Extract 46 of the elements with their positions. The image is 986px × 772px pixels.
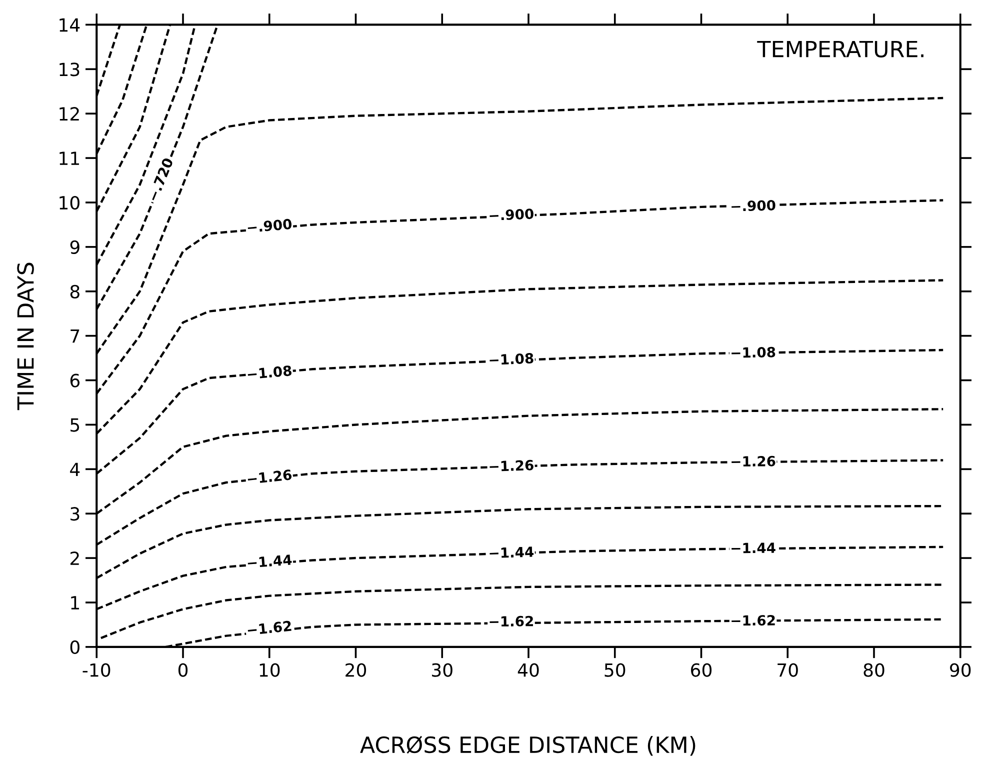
annotation: −1.26 [732,456,776,467]
y-tick-label: 2 [70,552,79,565]
y-tick-label: 5 [70,418,80,432]
line-series [100,584,944,640]
y-tick-label: 13 [60,62,80,76]
x-tick-label: 70 [778,663,798,677]
annotation: −1.08 [731,346,776,358]
y-tick-label: 14 [60,18,80,32]
x-tick-label: 80 [864,663,884,677]
annotation: −1.44 [490,546,534,558]
annotation: −.720 [147,157,174,202]
x-axis-title: ACRØSS EDGE DISTANCE (KM) [360,736,696,756]
annotation: −1.62 [732,614,775,626]
annotation: −.900 [731,200,776,212]
text: TEMPERATURE. [757,40,924,58]
y-tick-label: 1 [71,596,79,610]
x-tick-label: 30 [432,663,452,677]
annotation: −1.08 [247,365,292,380]
y-tick-label: 0 [70,640,80,654]
x-tick-label: 0 [178,663,188,677]
y-tick-label: 8 [70,284,80,298]
y-tick-label: 3 [70,507,80,521]
y-axis-title: TIME IN DAYS [17,262,34,410]
x-tick-label: -10 [82,663,110,677]
y-tick-label: 9 [70,240,80,254]
annotation: −1.26 [490,460,534,472]
annotation: −1.44 [247,554,292,568]
x-tick-label: 90 [950,663,971,677]
x-tick-label: 60 [691,663,712,677]
annotation: −1.62 [247,620,292,636]
y-tick-label: 12 [60,107,79,120]
x-tick-label: 10 [260,663,280,677]
x-tick-label: 50 [604,663,626,677]
annotation: −1.08 [489,352,534,366]
annotation: −.900 [247,218,292,233]
y-tick-label: 10 [60,196,80,210]
x-tick-label: 20 [346,663,366,677]
x-tick-label: 40 [518,663,539,677]
y-tick-label: 6 [70,374,80,388]
y-tick-label: 7 [70,330,80,343]
annotation: −.900 [489,208,534,221]
y-tick-label: 4 [70,462,80,476]
annotation: −1.62 [490,616,534,627]
y-tick-label: 11 [60,152,79,165]
annotation: −1.44 [732,542,776,554]
annotation: −1.26 [247,469,292,484]
